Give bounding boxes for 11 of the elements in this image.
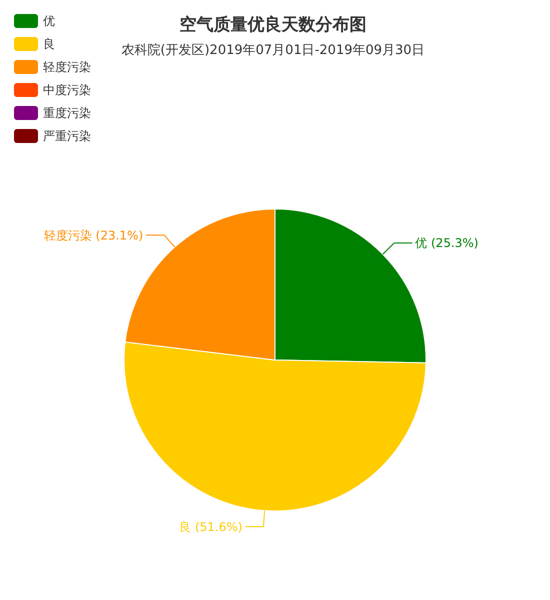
category-label: 优 (25.3%)	[415, 236, 479, 250]
legend-label: 严重污染	[43, 129, 91, 144]
category-label: 轻度污染 (23.1%)	[44, 228, 144, 242]
category-label: 良 (51.6%)	[179, 520, 242, 534]
legend-label: 优	[43, 14, 55, 28]
legend-label: 良	[43, 37, 55, 52]
legend-label: 轻度污染	[43, 60, 91, 74]
text: 农科院(开发区)2019年07月01日-2019年09月30日	[121, 43, 425, 58]
chart-title: 空气质量优良天数分布图	[180, 15, 366, 35]
legend-label: 重度污染	[43, 106, 91, 120]
legend-label: 中度污染	[43, 83, 91, 98]
